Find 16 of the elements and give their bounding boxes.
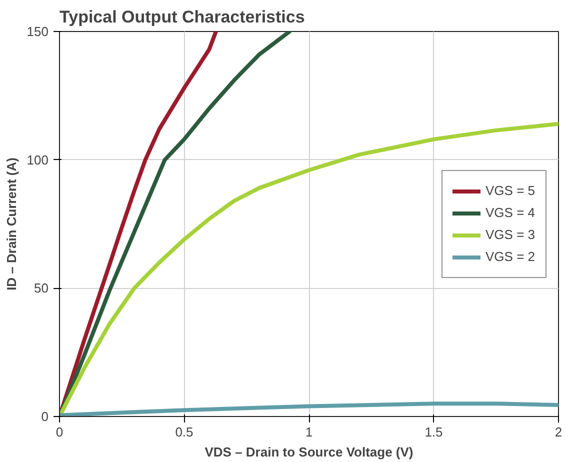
y-axis-title: ID – Drain Current (A) (4, 158, 19, 290)
x-tick-label: 0.5 (175, 424, 194, 440)
y-tick-label: 50 (34, 280, 49, 296)
legend-label: VGS = 2 (486, 249, 535, 264)
x-tick-label: 1.5 (424, 424, 443, 440)
legend-label: VGS = 4 (486, 205, 535, 220)
x-tick-label: 1 (305, 424, 313, 440)
y-tick-label: 150 (26, 24, 49, 39)
y-tick-label: 0 (41, 409, 49, 424)
x-tick-label: 2 (554, 424, 562, 440)
chart-title: Typical Output Characteristics (60, 8, 305, 26)
y-tick-label: 100 (26, 152, 49, 168)
x-axis-title: VDS – Drain to Source Voltage (V) (204, 444, 414, 460)
legend-label: VGS = 3 (486, 227, 535, 242)
legend-label: VGS = 5 (486, 183, 535, 198)
x-tick-label: 0 (56, 424, 64, 440)
